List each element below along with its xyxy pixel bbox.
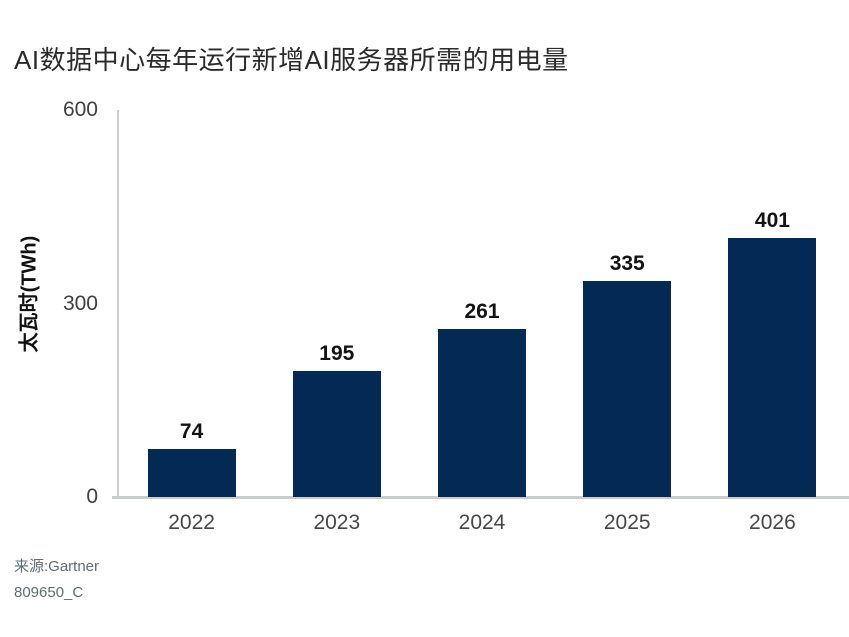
bar xyxy=(292,371,381,497)
source-footer: 来源:Gartner 809650_C xyxy=(14,554,99,607)
x-tick-label: 2022 xyxy=(168,511,215,534)
bar-column: 335 2025 xyxy=(555,110,700,534)
bar-columns: 74 2022 195 2023 261 2024 335 2025 401 2026 xyxy=(119,110,845,534)
bar-value-label: 335 xyxy=(609,252,645,275)
x-tick-label: 2026 xyxy=(749,511,796,534)
x-tick-label: 2023 xyxy=(313,511,361,534)
bar-column: 261 2024 xyxy=(409,110,554,534)
bar-column: 401 2026 xyxy=(700,110,845,534)
bar-column: 195 2023 xyxy=(264,110,409,534)
y-tick-label: 300 xyxy=(62,291,98,315)
bar xyxy=(438,329,526,497)
x-axis-baseline xyxy=(112,496,849,499)
x-tick-label: 2024 xyxy=(458,511,506,534)
y-axis-title: 太瓦时(TWh) xyxy=(18,235,41,353)
y-tick-label: 600 xyxy=(62,98,98,121)
plot-area: 74 2022 195 2023 261 2024 335 2025 401 2026 0 300 6… xyxy=(63,98,849,534)
bar xyxy=(147,449,236,497)
source-code: 809650_C xyxy=(14,584,84,602)
bar-value-label: 401 xyxy=(754,209,790,232)
x-tick-label: 2025 xyxy=(603,511,651,534)
bar-value-label: 74 xyxy=(179,420,204,443)
y-tick-label: 0 xyxy=(86,485,98,508)
bar xyxy=(728,238,817,497)
chart-title: AI数据中心每年运行新增AI服务器所需的用电量 xyxy=(14,45,569,75)
bar-column: 74 2022 xyxy=(119,110,264,534)
bar xyxy=(583,281,672,497)
y-axis-line xyxy=(117,110,119,497)
source-label: 来源:Gartner xyxy=(14,558,100,575)
bar-value-label: 261 xyxy=(464,300,500,323)
bar-value-label: 195 xyxy=(319,342,355,365)
